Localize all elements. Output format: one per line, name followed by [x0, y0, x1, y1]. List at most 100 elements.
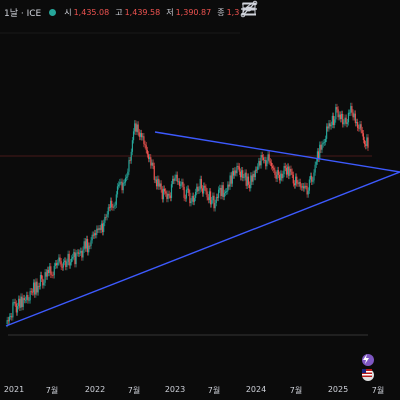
- candle-body: [100, 223, 102, 230]
- us-flag-icon[interactable]: [362, 369, 374, 381]
- long-position-tool-icon[interactable]: [242, 2, 395, 30]
- candle-body: [255, 169, 258, 171]
- candle-body: [128, 160, 130, 172]
- candle-body: [139, 133, 142, 137]
- candle-body: [195, 191, 197, 198]
- candle-body: [322, 142, 324, 145]
- x-tick-label: 2023: [164, 385, 186, 394]
- candle-body: [278, 174, 281, 181]
- candle-body: [206, 191, 208, 198]
- candle-body: [352, 112, 354, 118]
- candle-body: [227, 184, 229, 192]
- candle-body: [32, 282, 35, 293]
- candle-body: [69, 262, 71, 266]
- candle-body: [258, 161, 260, 167]
- candle-body: [42, 278, 44, 286]
- candle-body: [346, 122, 348, 124]
- candle-body: [175, 174, 177, 178]
- candle-body: [284, 166, 286, 168]
- candle-body: [124, 177, 127, 183]
- symbol-label[interactable]: 1날 · ICE: [4, 8, 42, 19]
- x-tick-label: 2021: [3, 385, 25, 394]
- candle-body: [231, 171, 233, 184]
- lightning-icon[interactable]: [362, 354, 374, 366]
- candle-body: [96, 228, 98, 236]
- candle-body: [363, 139, 366, 145]
- candle-body: [121, 181, 123, 191]
- candle-body: [80, 250, 82, 253]
- candle-body: [129, 160, 131, 161]
- candle-body: [307, 190, 309, 195]
- candle-body: [97, 228, 99, 230]
- candle-body: [188, 188, 190, 193]
- candle-body: [316, 151, 319, 162]
- candle-body: [144, 143, 146, 146]
- candle-body: [334, 119, 336, 126]
- x-tick-label: 7월: [207, 386, 221, 395]
- candle-body: [21, 296, 23, 307]
- candle-body: [174, 177, 176, 181]
- candle-body: [74, 252, 76, 265]
- candle-body: [73, 252, 75, 258]
- candle-body: [103, 222, 105, 233]
- candle-body: [192, 195, 194, 202]
- candle-body: [249, 184, 251, 189]
- x-tick-label: 2022: [84, 385, 106, 394]
- candle-body: [324, 138, 327, 143]
- candle-body: [358, 127, 360, 129]
- candle-body: [259, 161, 261, 166]
- candle-body: [330, 124, 332, 127]
- candle-body: [226, 191, 228, 193]
- candle-body: [342, 113, 344, 125]
- candle-body: [300, 186, 302, 188]
- candle-body: [66, 261, 68, 267]
- candle-body: [201, 188, 204, 194]
- candle-body: [75, 253, 77, 265]
- candle-body: [24, 299, 27, 301]
- candle-body: [78, 252, 81, 254]
- candle-body: [304, 185, 306, 189]
- time-axis[interactable]: 2021 7월 2022 7월 2023 7월 2024 7월 2025 7월: [0, 380, 400, 400]
- candle-body: [282, 174, 284, 179]
- candle-body: [207, 197, 209, 201]
- candle-body: [177, 181, 179, 183]
- pitchfork-tool-icon[interactable]: [242, 3, 369, 30]
- candle-body: [76, 252, 78, 254]
- candle-body: [274, 169, 276, 175]
- candle-body: [254, 169, 256, 178]
- candle-body: [142, 136, 144, 138]
- candle-body: [44, 272, 46, 283]
- candle-body: [193, 197, 196, 202]
- candle-body: [172, 178, 174, 185]
- candle-body: [6, 320, 8, 325]
- candle-body: [262, 157, 265, 161]
- candle-body: [240, 170, 243, 178]
- candle-body: [50, 266, 52, 275]
- candle-body: [168, 193, 170, 196]
- candle-body: [319, 144, 321, 159]
- candle-body: [357, 122, 359, 128]
- parallel-channel-tool-icon[interactable]: [242, 3, 317, 30]
- x-tick-label: 7월: [371, 386, 385, 395]
- candle-body: [273, 168, 275, 170]
- candle-body: [41, 275, 43, 279]
- candle-body: [353, 113, 355, 118]
- candle-body: [263, 160, 266, 161]
- x-tick-label: 7월: [289, 386, 303, 395]
- candle-body: [223, 193, 225, 197]
- x-tick-label: 2025: [327, 385, 349, 394]
- horizontal-ray-tool-icon[interactable]: [241, 6, 291, 30]
- candle-body: [155, 179, 158, 187]
- fib-retracement-tool-icon[interactable]: [241, 2, 343, 30]
- candle-body: [238, 166, 240, 172]
- candle-body: [167, 193, 169, 199]
- candle-body: [176, 174, 178, 182]
- candle-body: [120, 181, 122, 183]
- candle-body: [15, 303, 17, 313]
- candle-body: [296, 176, 298, 184]
- candle-body: [367, 137, 369, 148]
- candle-body: [360, 124, 362, 131]
- candle-body: [359, 124, 361, 129]
